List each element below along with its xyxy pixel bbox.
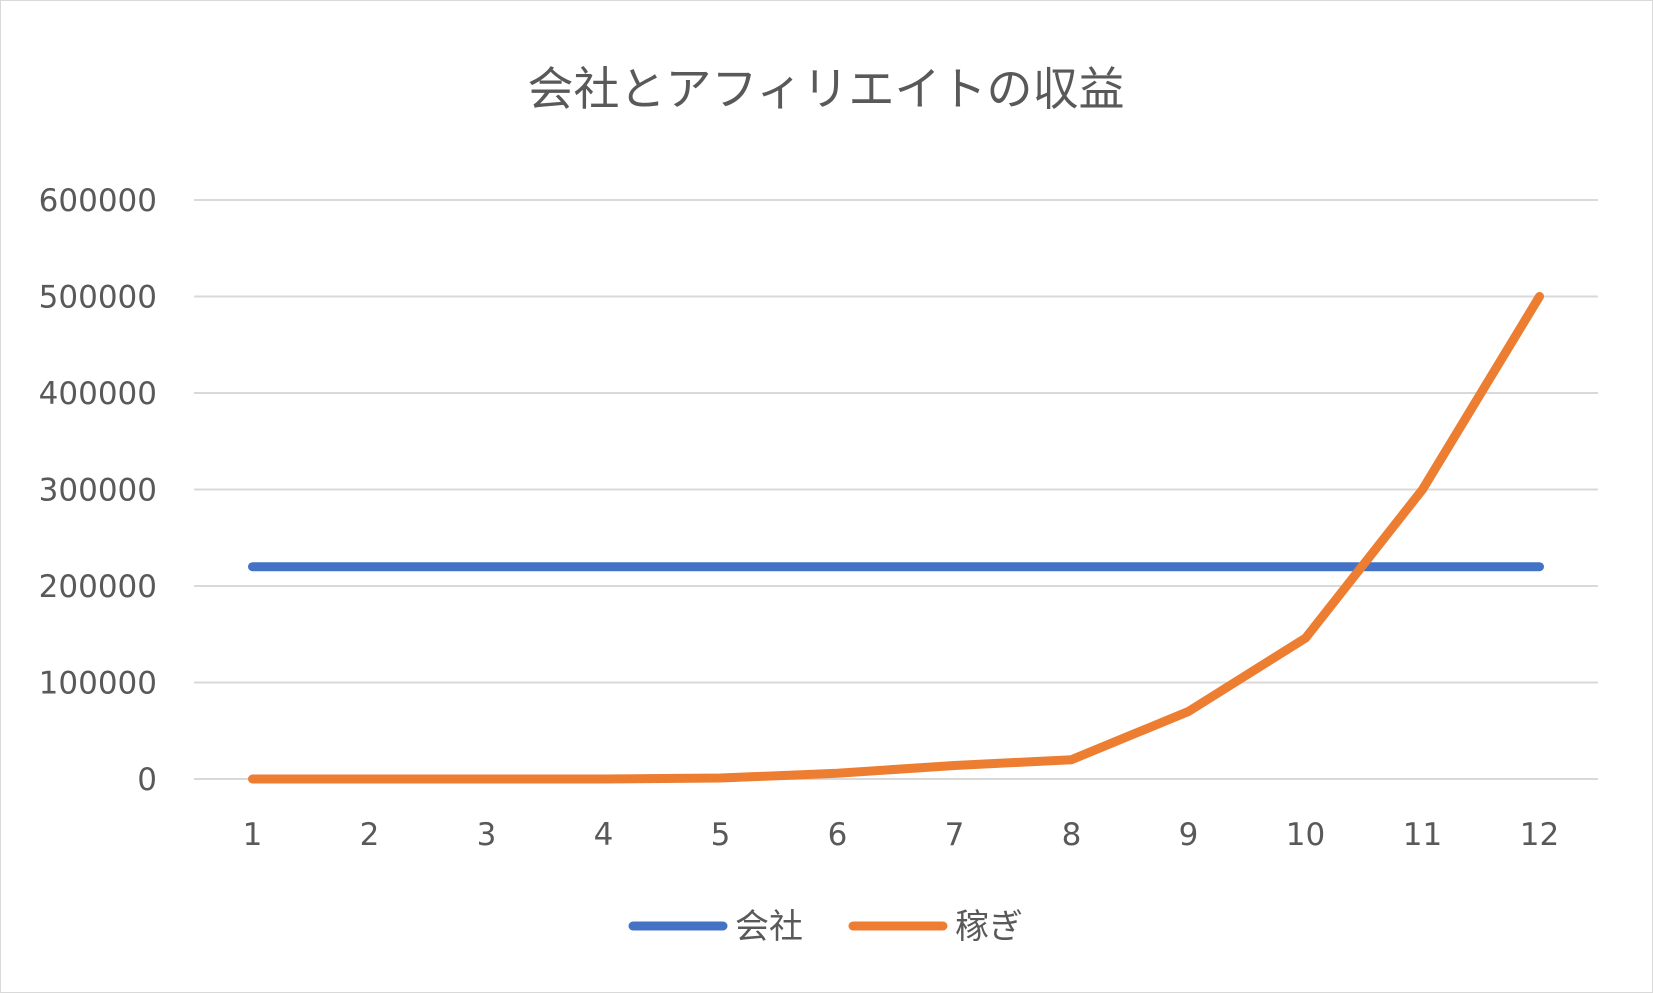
legend-label: 稼ぎ — [955, 907, 1023, 947]
legend-label: 会社 — [735, 907, 803, 947]
x-axis-ticks: 1 2 3 4 5 6 7 8 9 10 11 12 — [243, 817, 1560, 853]
x-tick-label: 7 — [945, 817, 965, 853]
x-tick-label: 8 — [1062, 817, 1082, 853]
x-tick-label: 10 — [1286, 817, 1325, 853]
y-axis-ticks: 0 100000 200000 300000 400000 500000 600000 — [39, 183, 157, 798]
x-tick-label: 9 — [1179, 817, 1199, 853]
x-tick-label: 1 — [243, 817, 263, 853]
gridlines — [194, 199, 1598, 780]
y-tick-label: 500000 — [39, 280, 157, 316]
x-tick-label: 3 — [477, 817, 497, 853]
series-line — [248, 292, 1544, 784]
x-tick-label: 4 — [594, 817, 614, 853]
chart-title: 会社とアフィリエイトの収益 — [527, 62, 1124, 116]
y-tick-label: 600000 — [39, 183, 157, 219]
y-tick-label: 200000 — [39, 569, 157, 605]
y-tick-label: 0 — [137, 762, 157, 798]
series-lines — [248, 292, 1544, 784]
x-tick-label: 6 — [828, 817, 848, 853]
y-tick-label: 100000 — [39, 666, 157, 702]
x-tick-label: 5 — [711, 817, 731, 853]
x-tick-label: 2 — [360, 817, 380, 853]
legend: 会社 稼ぎ — [628, 907, 1023, 947]
y-tick-label: 400000 — [39, 376, 157, 412]
y-tick-label: 300000 — [39, 473, 157, 509]
x-tick-label: 11 — [1403, 817, 1442, 853]
x-tick-label: 12 — [1520, 817, 1559, 853]
